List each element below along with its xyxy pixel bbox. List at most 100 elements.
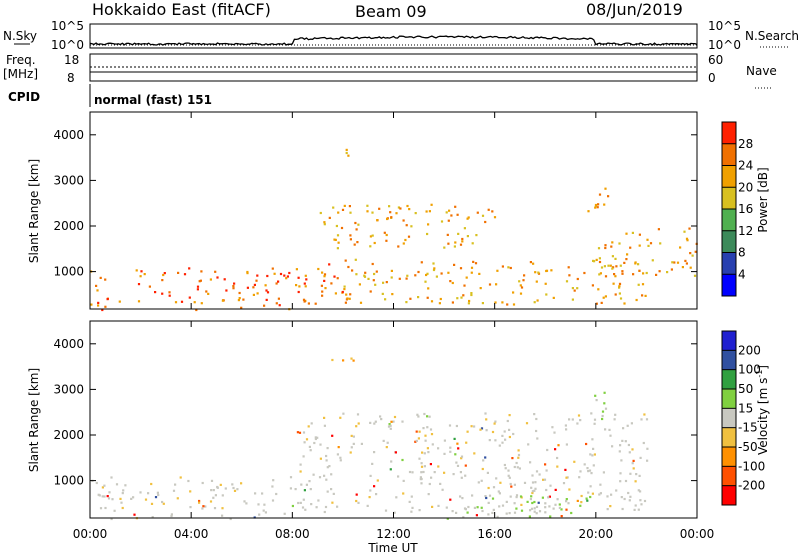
heatmap-cell-2 (545, 293, 548, 296)
heatmap-cell-5 (597, 203, 600, 206)
heatmap-cell-3 (334, 238, 337, 241)
heatmap-cell-2 (351, 269, 354, 272)
heatmap-cell-3 (428, 210, 431, 213)
heatmap-cell-3 (366, 210, 369, 213)
y-tick-label: 1000 (53, 474, 84, 488)
heatmap-cell-6 (623, 261, 626, 264)
heatmap-cell-2 (558, 503, 561, 506)
y-tick-label: 1000 (53, 265, 84, 279)
heatmap-cell-0 (121, 492, 124, 495)
heatmap-cell-0 (271, 499, 275, 502)
heatmap-cell-0 (133, 513, 136, 516)
heatmap-cell-3 (371, 234, 374, 237)
heatmap-cell-1 (589, 453, 592, 456)
heatmap-cell-2 (512, 291, 515, 294)
heatmap-cell-2 (518, 280, 521, 283)
heatmap-cell-0 (263, 503, 266, 506)
heatmap-cell-2 (432, 262, 435, 265)
heatmap-cell-1 (544, 502, 547, 505)
heatmap-cell-1 (533, 510, 536, 513)
heatmap-cell-1 (418, 457, 421, 460)
heatmap-cell-1 (373, 451, 376, 454)
heatmap-cell-1 (565, 508, 568, 511)
heatmap-cell-0 (161, 292, 164, 295)
heatmap-cell-1 (517, 449, 520, 452)
heatmap-cell-6 (598, 257, 601, 260)
x-tick-label: 04:00 (174, 527, 209, 541)
heatmap-cell-6 (673, 261, 676, 264)
heatmap-cell-3 (440, 220, 444, 223)
heatmap-cell-3 (328, 216, 331, 219)
heatmap-cell-3 (453, 245, 456, 248)
heatmap-cell-6 (689, 266, 692, 269)
heatmap-cell-6 (631, 231, 634, 234)
heatmap-cell-2 (375, 270, 378, 273)
heatmap-cell-1 (376, 479, 379, 482)
heatmap-cell-2 (358, 283, 361, 286)
heatmap-cell-1 (424, 439, 427, 442)
heatmap-cell-6 (694, 250, 697, 253)
heatmap-cell-1 (369, 489, 372, 492)
heatmap-cell-1 (331, 434, 334, 437)
heatmap-cell-2 (373, 272, 376, 276)
heatmap-cell-6 (685, 237, 689, 240)
heatmap-cell-1 (387, 425, 391, 428)
heatmap-cell-0 (139, 275, 142, 278)
heatmap-cell-0 (261, 492, 264, 495)
heatmap-cell-0 (196, 288, 199, 291)
heatmap-cell-3 (376, 219, 379, 222)
heatmap-cell-1 (531, 490, 534, 493)
heatmap-cell-3 (461, 237, 464, 241)
heatmap-cell-3 (430, 203, 433, 206)
heatmap-cell-1 (460, 476, 463, 479)
heatmap-cell-3 (447, 242, 450, 245)
heatmap-cell-1 (315, 506, 318, 509)
heatmap-cell-1 (592, 464, 595, 467)
heatmap-cell-1 (393, 511, 396, 514)
heatmap-cell-3 (331, 358, 334, 362)
heatmap-cell-1 (622, 427, 625, 430)
heatmap-cell-1 (544, 506, 547, 509)
heatmap-cell-1 (305, 483, 308, 486)
heatmap-cell-1 (482, 459, 485, 462)
heatmap-cell-2 (470, 292, 473, 295)
heatmap-cell-2 (435, 275, 438, 278)
heatmap-cell-1 (593, 453, 596, 456)
heatmap-cell-1 (548, 505, 551, 508)
heatmap-cell-3 (333, 238, 336, 241)
heatmap-cell-0 (294, 488, 297, 491)
heatmap-cell-1 (427, 493, 430, 496)
heatmap-cell-1 (568, 418, 571, 421)
heatmap-cell-1 (619, 480, 622, 483)
heatmap-cell-0 (238, 291, 241, 295)
heatmap-cell-1 (325, 478, 328, 481)
heatmap-cell-1 (525, 422, 529, 425)
power-colorbar: 4 8 12 16 20 24 28 (721, 121, 753, 297)
heatmap-cell-0 (110, 517, 113, 521)
heatmap-cell-1 (565, 476, 568, 479)
heatmap-cell-1 (564, 424, 567, 427)
heatmap-cell-1 (513, 511, 517, 514)
heatmap-cell-0 (221, 494, 224, 497)
heatmap-cell-1 (640, 418, 643, 421)
heatmap-cell-0 (161, 500, 164, 504)
heatmap-cell-1 (601, 414, 604, 418)
heatmap-cell-0 (106, 298, 109, 301)
heatmap-cell-1 (634, 504, 637, 507)
heatmap-cell-1 (471, 494, 474, 497)
heatmap-cell-1 (296, 431, 299, 434)
heatmap-cell-0 (201, 507, 204, 510)
heatmap-cell-3 (414, 212, 417, 215)
heatmap-cell-1 (457, 447, 460, 450)
heatmap-cell-1 (304, 274, 307, 277)
heatmap-cell-1 (515, 461, 518, 465)
heatmap-cell-1 (580, 494, 583, 498)
heatmap-cell-0 (101, 486, 104, 489)
heatmap-cell-6 (611, 255, 614, 258)
heatmap-cell-1 (355, 425, 358, 428)
heatmap-cell-1 (602, 471, 605, 474)
heatmap-cell-1 (465, 441, 468, 444)
heatmap-cell-1 (325, 459, 328, 462)
heatmap-cell-6 (646, 238, 649, 241)
